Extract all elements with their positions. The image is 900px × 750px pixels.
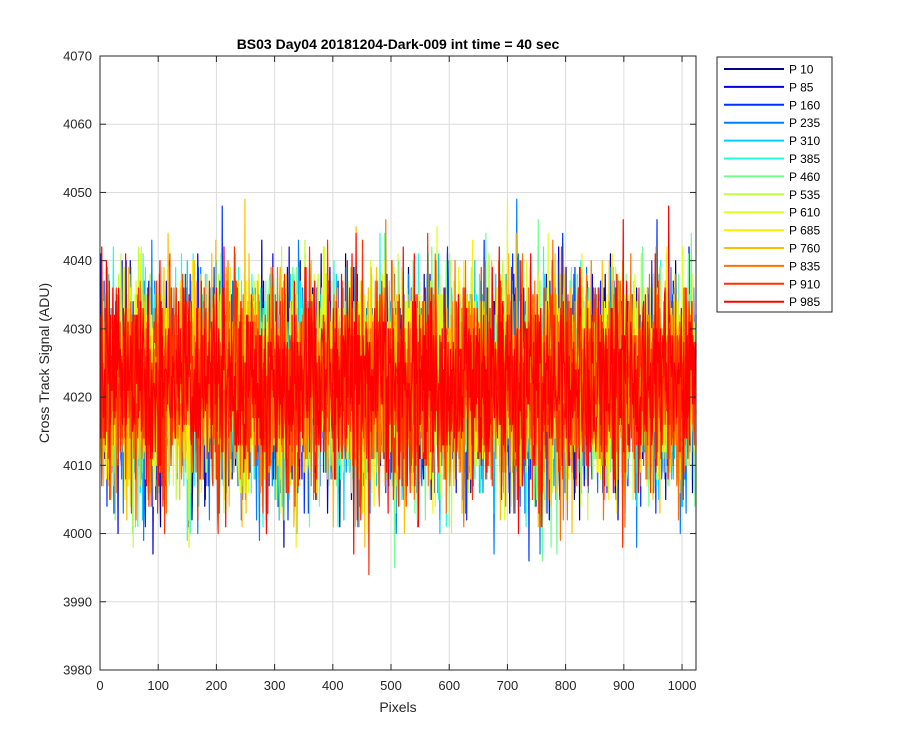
x-tick-label: 500 [380, 678, 402, 693]
legend-label: P 10 [789, 63, 814, 77]
y-tick-label: 4070 [63, 49, 92, 64]
y-tick-label: 3980 [63, 663, 92, 678]
legend-label: P 460 [789, 170, 820, 184]
x-tick-label: 600 [438, 678, 460, 693]
x-axis-label: Pixels [379, 699, 416, 715]
x-tick-label: 800 [555, 678, 577, 693]
legend-label: P 235 [789, 116, 820, 130]
x-tick-label: 300 [264, 678, 286, 693]
x-tick-label: 100 [147, 678, 169, 693]
x-tick-label: 700 [497, 678, 519, 693]
y-axis-label: Cross Track Signal (ADU) [36, 283, 52, 443]
chart-title: BS03 Day04 20181204-Dark-009 int time = … [237, 36, 560, 52]
legend-box [716, 56, 833, 313]
x-tick-label: 0 [96, 678, 103, 693]
y-tick-label: 4010 [63, 458, 92, 473]
legend-label: P 85 [789, 80, 814, 94]
legend-label: P 535 [789, 188, 820, 202]
legend: P 10 P 85 P 160 P 235 P 310 P 385 P 460 P 535 P … [716, 56, 833, 313]
series-line-p-985 [99, 205, 697, 555]
legend-label: P 310 [789, 134, 820, 148]
series-layer [99, 198, 697, 576]
x-tick-label: 900 [613, 678, 635, 693]
y-tick-label: 4040 [63, 253, 92, 268]
legend-label: P 685 [789, 224, 820, 238]
legend-label: P 160 [789, 98, 820, 112]
y-tick-label: 4020 [63, 390, 92, 405]
y-tick-label: 4050 [63, 185, 92, 200]
y-tick-label: 4000 [63, 526, 92, 541]
y-tick-label: 4030 [63, 321, 92, 336]
legend-label: P 910 [789, 277, 820, 291]
y-tick-label: 3990 [63, 594, 92, 609]
x-tick-label: 400 [322, 678, 344, 693]
legend-label: P 610 [789, 206, 820, 220]
x-tick-label: 200 [206, 678, 228, 693]
legend-label: P 760 [789, 242, 820, 256]
ticks: 0 100 200 300 400 500 600 700 800 900 1000 3980 3990… [63, 49, 696, 694]
legend-label: P 835 [789, 259, 820, 273]
axes-box [99, 55, 697, 671]
y-tick-label: 4060 [63, 117, 92, 132]
legend-label: P 985 [789, 295, 820, 309]
x-tick-label: 1000 [668, 678, 697, 693]
legend-label: P 385 [789, 152, 820, 166]
